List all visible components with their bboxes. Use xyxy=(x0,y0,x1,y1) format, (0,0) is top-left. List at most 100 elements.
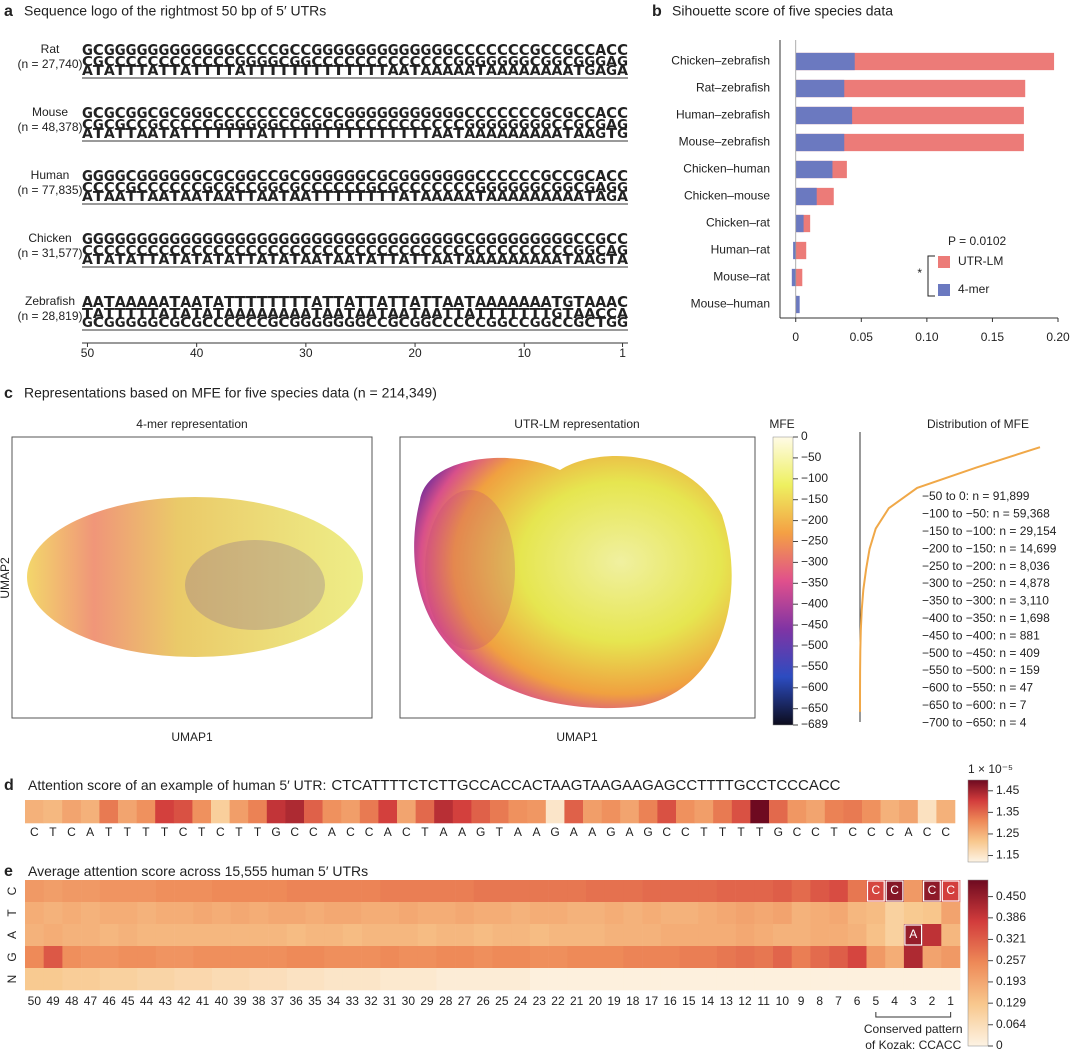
logo-letter: G xyxy=(355,231,366,249)
panel-title: Sihouette score of five species data xyxy=(672,3,893,19)
logo-letter: C xyxy=(584,42,595,60)
heat-cell xyxy=(380,924,400,947)
heat-cell xyxy=(137,968,157,991)
colorbar-tick-label: −650 xyxy=(801,701,828,715)
colorbar-tick-label: −200 xyxy=(801,513,828,527)
colorbar-tick-label: 1.35 xyxy=(996,805,1020,819)
logo-letter: A xyxy=(148,62,159,78)
heat-cell xyxy=(286,880,306,903)
logo-letter: G xyxy=(552,231,563,249)
logo-letter: T xyxy=(562,125,573,141)
logo-letter: G xyxy=(148,116,159,132)
logo-letter: T xyxy=(169,62,180,78)
logo-letter: A xyxy=(355,305,366,321)
x-tick-label: 24 xyxy=(514,994,528,1008)
logo-letter: C xyxy=(279,105,290,123)
logo-letter: G xyxy=(202,179,213,195)
logo-letter: A xyxy=(562,62,573,78)
heat-cell xyxy=(567,946,587,969)
logo-letter: A xyxy=(421,188,432,204)
logo-letter: A xyxy=(541,125,552,141)
heat-cell xyxy=(567,924,587,947)
heat-cell xyxy=(473,924,493,947)
colorbar-tick-label: 0.193 xyxy=(996,974,1026,988)
bar xyxy=(795,187,817,206)
heat-cell xyxy=(620,800,640,824)
logo-letter: G xyxy=(486,314,497,330)
x-tick-label: 0.15 xyxy=(981,330,1005,344)
heat-cell xyxy=(829,902,849,925)
logo-letter: T xyxy=(169,294,181,312)
heat-cell xyxy=(866,924,886,947)
colorbar-tick-label: 0 xyxy=(996,1038,1003,1052)
logo-letter: G xyxy=(246,168,257,186)
logo-letter: G xyxy=(464,168,475,186)
logo-letter: G xyxy=(279,168,290,186)
logo-letter: T xyxy=(355,188,366,204)
heat-cell xyxy=(810,902,830,925)
heat-cell xyxy=(324,946,344,969)
bar xyxy=(795,133,845,152)
colorbar-tick-label: 1.45 xyxy=(996,783,1020,797)
heat-cell xyxy=(137,902,157,925)
logo-letter: G xyxy=(431,168,442,186)
logo-letter: G xyxy=(180,168,191,186)
heat-cell xyxy=(713,800,733,824)
logo-letter: A xyxy=(573,125,584,141)
logo-letter: G xyxy=(464,242,475,258)
logo-letter: C xyxy=(246,179,257,195)
logo-letter: A xyxy=(257,188,268,204)
bar xyxy=(795,106,1024,125)
logo-letter: T xyxy=(93,62,104,78)
logo-letter: G xyxy=(442,168,453,186)
heat-cell xyxy=(99,880,119,903)
logo-letter: A xyxy=(530,62,541,78)
logo-letter: G xyxy=(617,53,628,69)
heat-cell xyxy=(623,902,643,925)
logo-letter: C xyxy=(355,116,366,132)
logo-letter: A xyxy=(617,62,628,78)
logo-letter: A xyxy=(475,251,486,267)
logo-letter: A xyxy=(279,251,290,267)
logo-letter: A xyxy=(617,251,628,267)
logo-letter: C xyxy=(191,116,202,132)
logo-letter: C xyxy=(279,179,290,195)
logo-letter: C xyxy=(442,242,453,258)
logo-letter: C xyxy=(202,242,213,258)
logo-letter: T xyxy=(137,62,148,78)
heat-cell xyxy=(174,946,194,969)
heat-cell xyxy=(490,800,509,824)
logo-letter: T xyxy=(497,305,508,321)
heat-cell xyxy=(922,902,942,925)
heat-cell xyxy=(322,800,342,824)
logo-letter: T xyxy=(289,251,300,267)
x-tick-label: 50 xyxy=(28,994,42,1008)
heat-cell xyxy=(193,946,213,969)
heat-cell xyxy=(623,880,643,903)
logo-letter: T xyxy=(126,188,137,204)
heat-cell xyxy=(604,946,624,969)
logo-letter: T xyxy=(289,294,301,312)
logo-letter: A xyxy=(126,251,137,267)
x-tick-label: 0.20 xyxy=(1046,330,1070,344)
logo-letter: A xyxy=(82,188,93,204)
logo-letter: G xyxy=(115,168,126,186)
x-tick-label: 35 xyxy=(308,994,322,1008)
logo-letter: C xyxy=(268,105,279,123)
x-tick-label: T xyxy=(421,825,429,839)
logo-letter: C xyxy=(399,53,410,69)
logo-letter: G xyxy=(497,116,508,132)
logo-letter: T xyxy=(279,188,290,204)
logo-letter: G xyxy=(191,168,202,186)
x-tick-label: A xyxy=(86,825,94,839)
logo-letter: T xyxy=(148,251,159,267)
x-tick-label: 28 xyxy=(439,994,453,1008)
colorbar-tick-label: −689 xyxy=(801,717,828,731)
heat-cell xyxy=(735,924,755,947)
heat-cell xyxy=(829,946,849,969)
x-tick-label: C xyxy=(290,825,299,839)
logo-letter: T xyxy=(180,125,191,141)
logo-letter: G xyxy=(224,179,235,195)
logo-letter: T xyxy=(213,305,224,321)
logo-letter: T xyxy=(311,305,322,321)
